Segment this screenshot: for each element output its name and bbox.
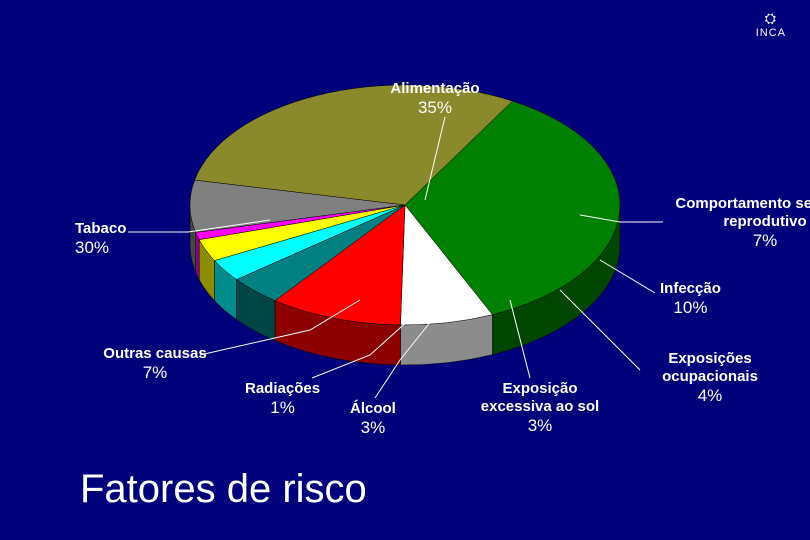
label-comportamento: Comportamento sexual e reprodutivo 7%: [665, 195, 810, 251]
label-text: Tabaco: [75, 220, 126, 237]
label-pct: 7%: [665, 231, 810, 251]
label-text: Comportamento sexual e reprodutivo: [675, 195, 810, 230]
label-text: Radiações: [245, 380, 320, 397]
label-tabaco: Tabaco 30%: [75, 220, 126, 258]
label-exposicoes: Exposições ocupacionais 4%: [640, 350, 780, 406]
label-text: Exposições ocupacionais: [662, 350, 758, 385]
label-infeccao: Infecção 10%: [660, 280, 721, 318]
label-text: Outras causas: [103, 345, 206, 362]
label-text: Alimentação: [390, 80, 479, 97]
label-text: Álcool: [350, 400, 396, 417]
label-pct: 4%: [640, 386, 780, 406]
label-text: Infecção: [660, 280, 721, 297]
label-pct: 10%: [660, 298, 721, 318]
label-pct: 30%: [75, 238, 126, 258]
label-outras: Outras causas 7%: [95, 345, 215, 383]
label-radiacoes: Radiações 1%: [245, 380, 320, 418]
label-text: Exposição excessiva ao sol: [481, 380, 599, 415]
label-alcool: Álcool 3%: [350, 400, 396, 438]
label-exposicao-sol: Exposição excessiva ao sol 3%: [470, 380, 610, 436]
label-pct: 7%: [95, 363, 215, 383]
label-alimentacao: Alimentação 35%: [390, 80, 479, 118]
label-pct: 35%: [390, 98, 479, 118]
label-pct: 3%: [470, 416, 610, 436]
label-pct: 1%: [245, 398, 320, 418]
chart-title: Fatores de risco: [80, 467, 367, 512]
label-pct: 3%: [350, 418, 396, 438]
